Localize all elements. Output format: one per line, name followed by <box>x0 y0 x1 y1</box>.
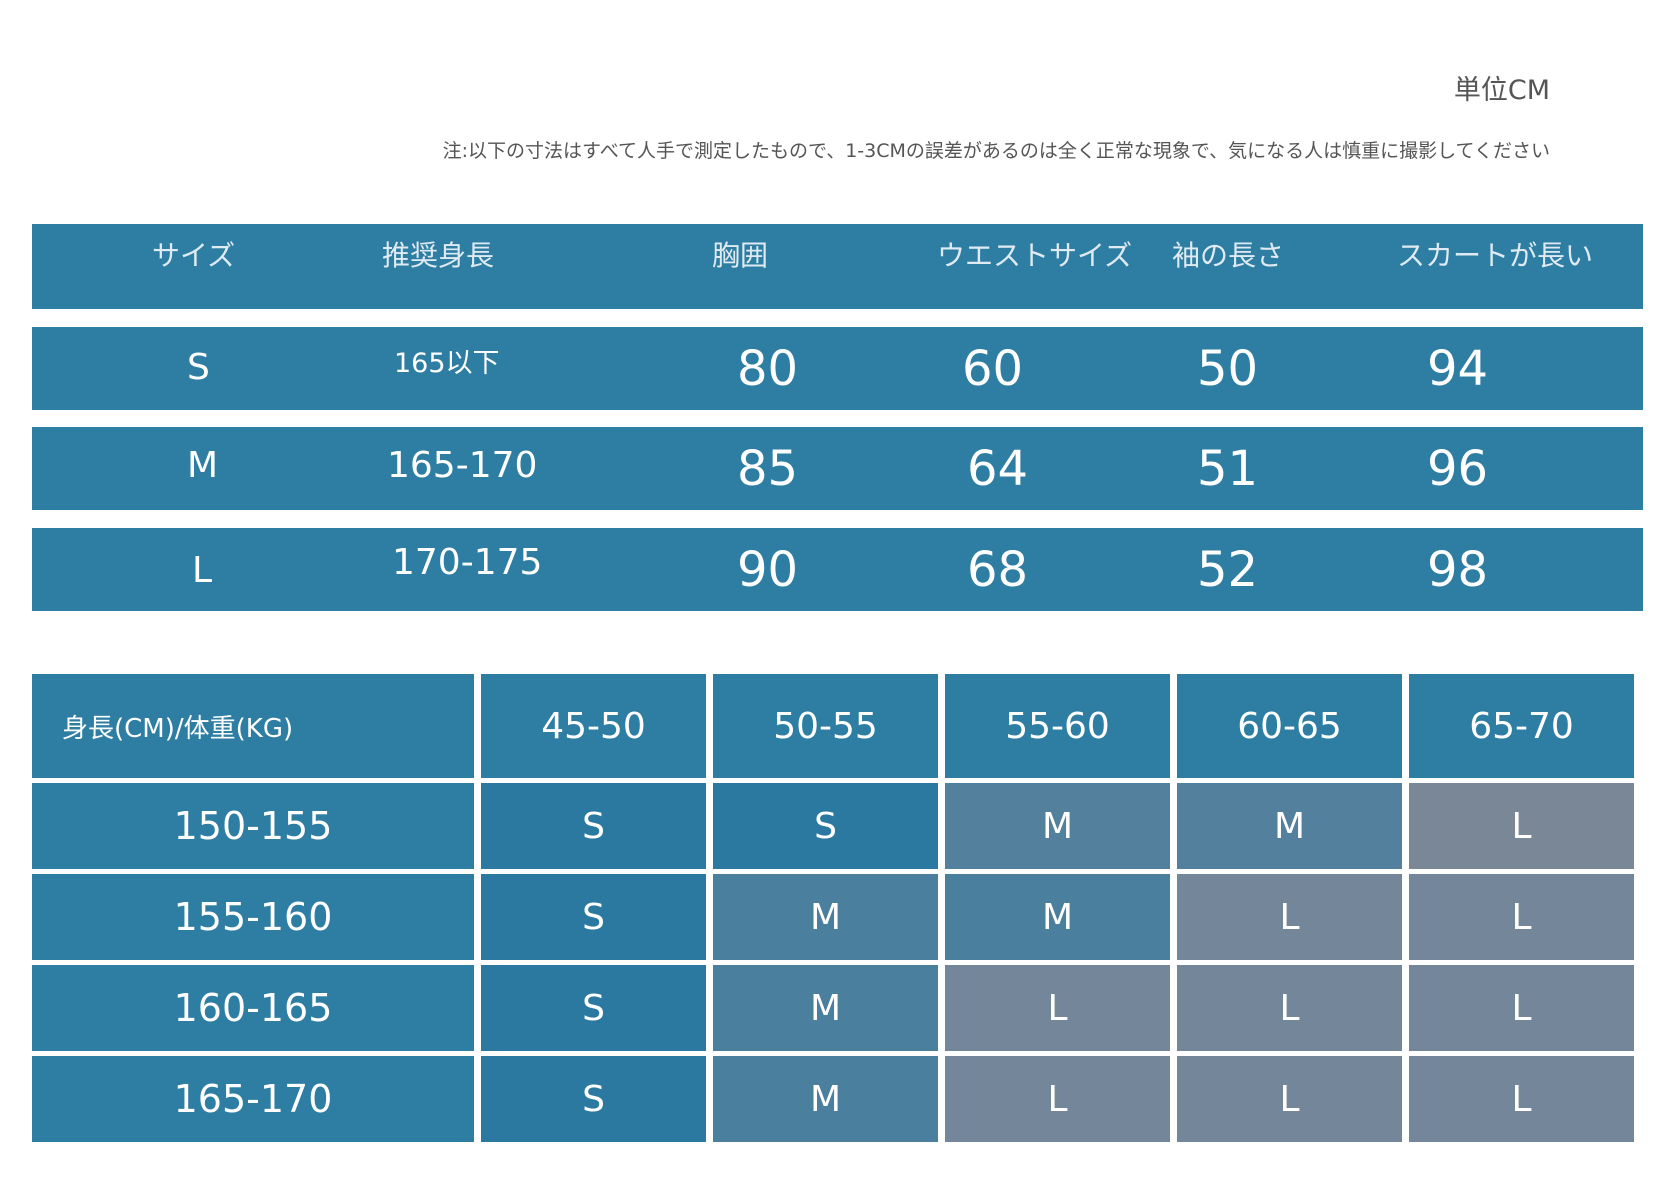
waist-cell: 60 <box>962 341 1024 397</box>
size-cell: M <box>713 1056 938 1142</box>
size-row-s: S 165以下 80 60 50 94 <box>32 327 1643 410</box>
size-cell: S <box>713 783 938 869</box>
size-cell: S <box>481 874 706 960</box>
waist-cell: 64 <box>967 441 1029 497</box>
weight-header: 60-65 <box>1177 674 1402 778</box>
header-skirt: スカートが長い <box>1397 239 1594 272</box>
size-cell: L <box>1409 783 1634 869</box>
bust-cell: 90 <box>737 542 799 598</box>
size-cell: M <box>1177 783 1402 869</box>
size-cell: L <box>1409 1056 1634 1142</box>
header-waist: ウエストサイズ <box>937 239 1133 272</box>
size-cell: S <box>187 347 210 388</box>
weight-header: 55-60 <box>945 674 1170 778</box>
size-row-l: L 170-175 90 68 52 98 <box>32 528 1643 611</box>
bust-cell: 85 <box>737 441 799 497</box>
sleeve-cell: 50 <box>1197 341 1259 397</box>
header-size: サイズ <box>152 239 236 272</box>
size-cell: L <box>1177 965 1402 1051</box>
header-bust: 胸囲 <box>712 239 769 272</box>
size-recommendation-table: 身長(CM)/体重(KG) 45-50 50-55 55-60 60-65 65… <box>32 674 1634 1142</box>
measurement-note: 注:以下の寸法はすべて人手で測定したもので、1-3CMの誤差があるのは全く正常な… <box>442 140 1550 162</box>
size-cell: M <box>187 445 219 486</box>
height-row-header: 150-155 <box>32 783 474 869</box>
weight-header: 45-50 <box>481 674 706 778</box>
size-cell: M <box>713 965 938 1051</box>
height-cell: 170-175 <box>392 542 543 583</box>
size-cell: L <box>1409 965 1634 1051</box>
sleeve-cell: 51 <box>1197 441 1259 497</box>
height-row-header: 155-160 <box>32 874 474 960</box>
size-cell: L <box>1177 874 1402 960</box>
header-height: 推奨身長 <box>382 239 495 272</box>
bust-cell: 80 <box>737 341 799 397</box>
height-cell: 165以下 <box>394 348 500 379</box>
height-cell: 165-170 <box>387 445 538 486</box>
table-corner-label: 身長(CM)/体重(KG) <box>32 674 474 778</box>
height-row-header: 165-170 <box>32 1056 474 1142</box>
size-table-header: サイズ 推奨身長 胸囲 ウエストサイズ 袖の長さ スカートが長い <box>32 224 1643 309</box>
size-cell: S <box>481 965 706 1051</box>
size-row-m: M 165-170 85 64 51 96 <box>32 427 1643 510</box>
size-cell: M <box>713 874 938 960</box>
size-cell: S <box>481 783 706 869</box>
unit-label: 単位CM <box>1453 75 1550 106</box>
height-row-header: 160-165 <box>32 965 474 1051</box>
size-cell: S <box>481 1056 706 1142</box>
skirt-cell: 98 <box>1427 542 1489 598</box>
weight-header: 65-70 <box>1409 674 1634 778</box>
header-sleeve: 袖の長さ <box>1172 239 1285 272</box>
weight-header: 50-55 <box>713 674 938 778</box>
size-cell: M <box>945 783 1170 869</box>
size-cell: L <box>1177 1056 1402 1142</box>
skirt-cell: 94 <box>1427 341 1489 397</box>
waist-cell: 68 <box>967 542 1029 598</box>
sleeve-cell: 52 <box>1197 542 1259 598</box>
skirt-cell: 96 <box>1427 441 1489 497</box>
size-cell: L <box>1409 874 1634 960</box>
size-cell: L <box>192 550 213 591</box>
size-cell: L <box>945 965 1170 1051</box>
size-cell: M <box>945 874 1170 960</box>
size-cell: L <box>945 1056 1170 1142</box>
